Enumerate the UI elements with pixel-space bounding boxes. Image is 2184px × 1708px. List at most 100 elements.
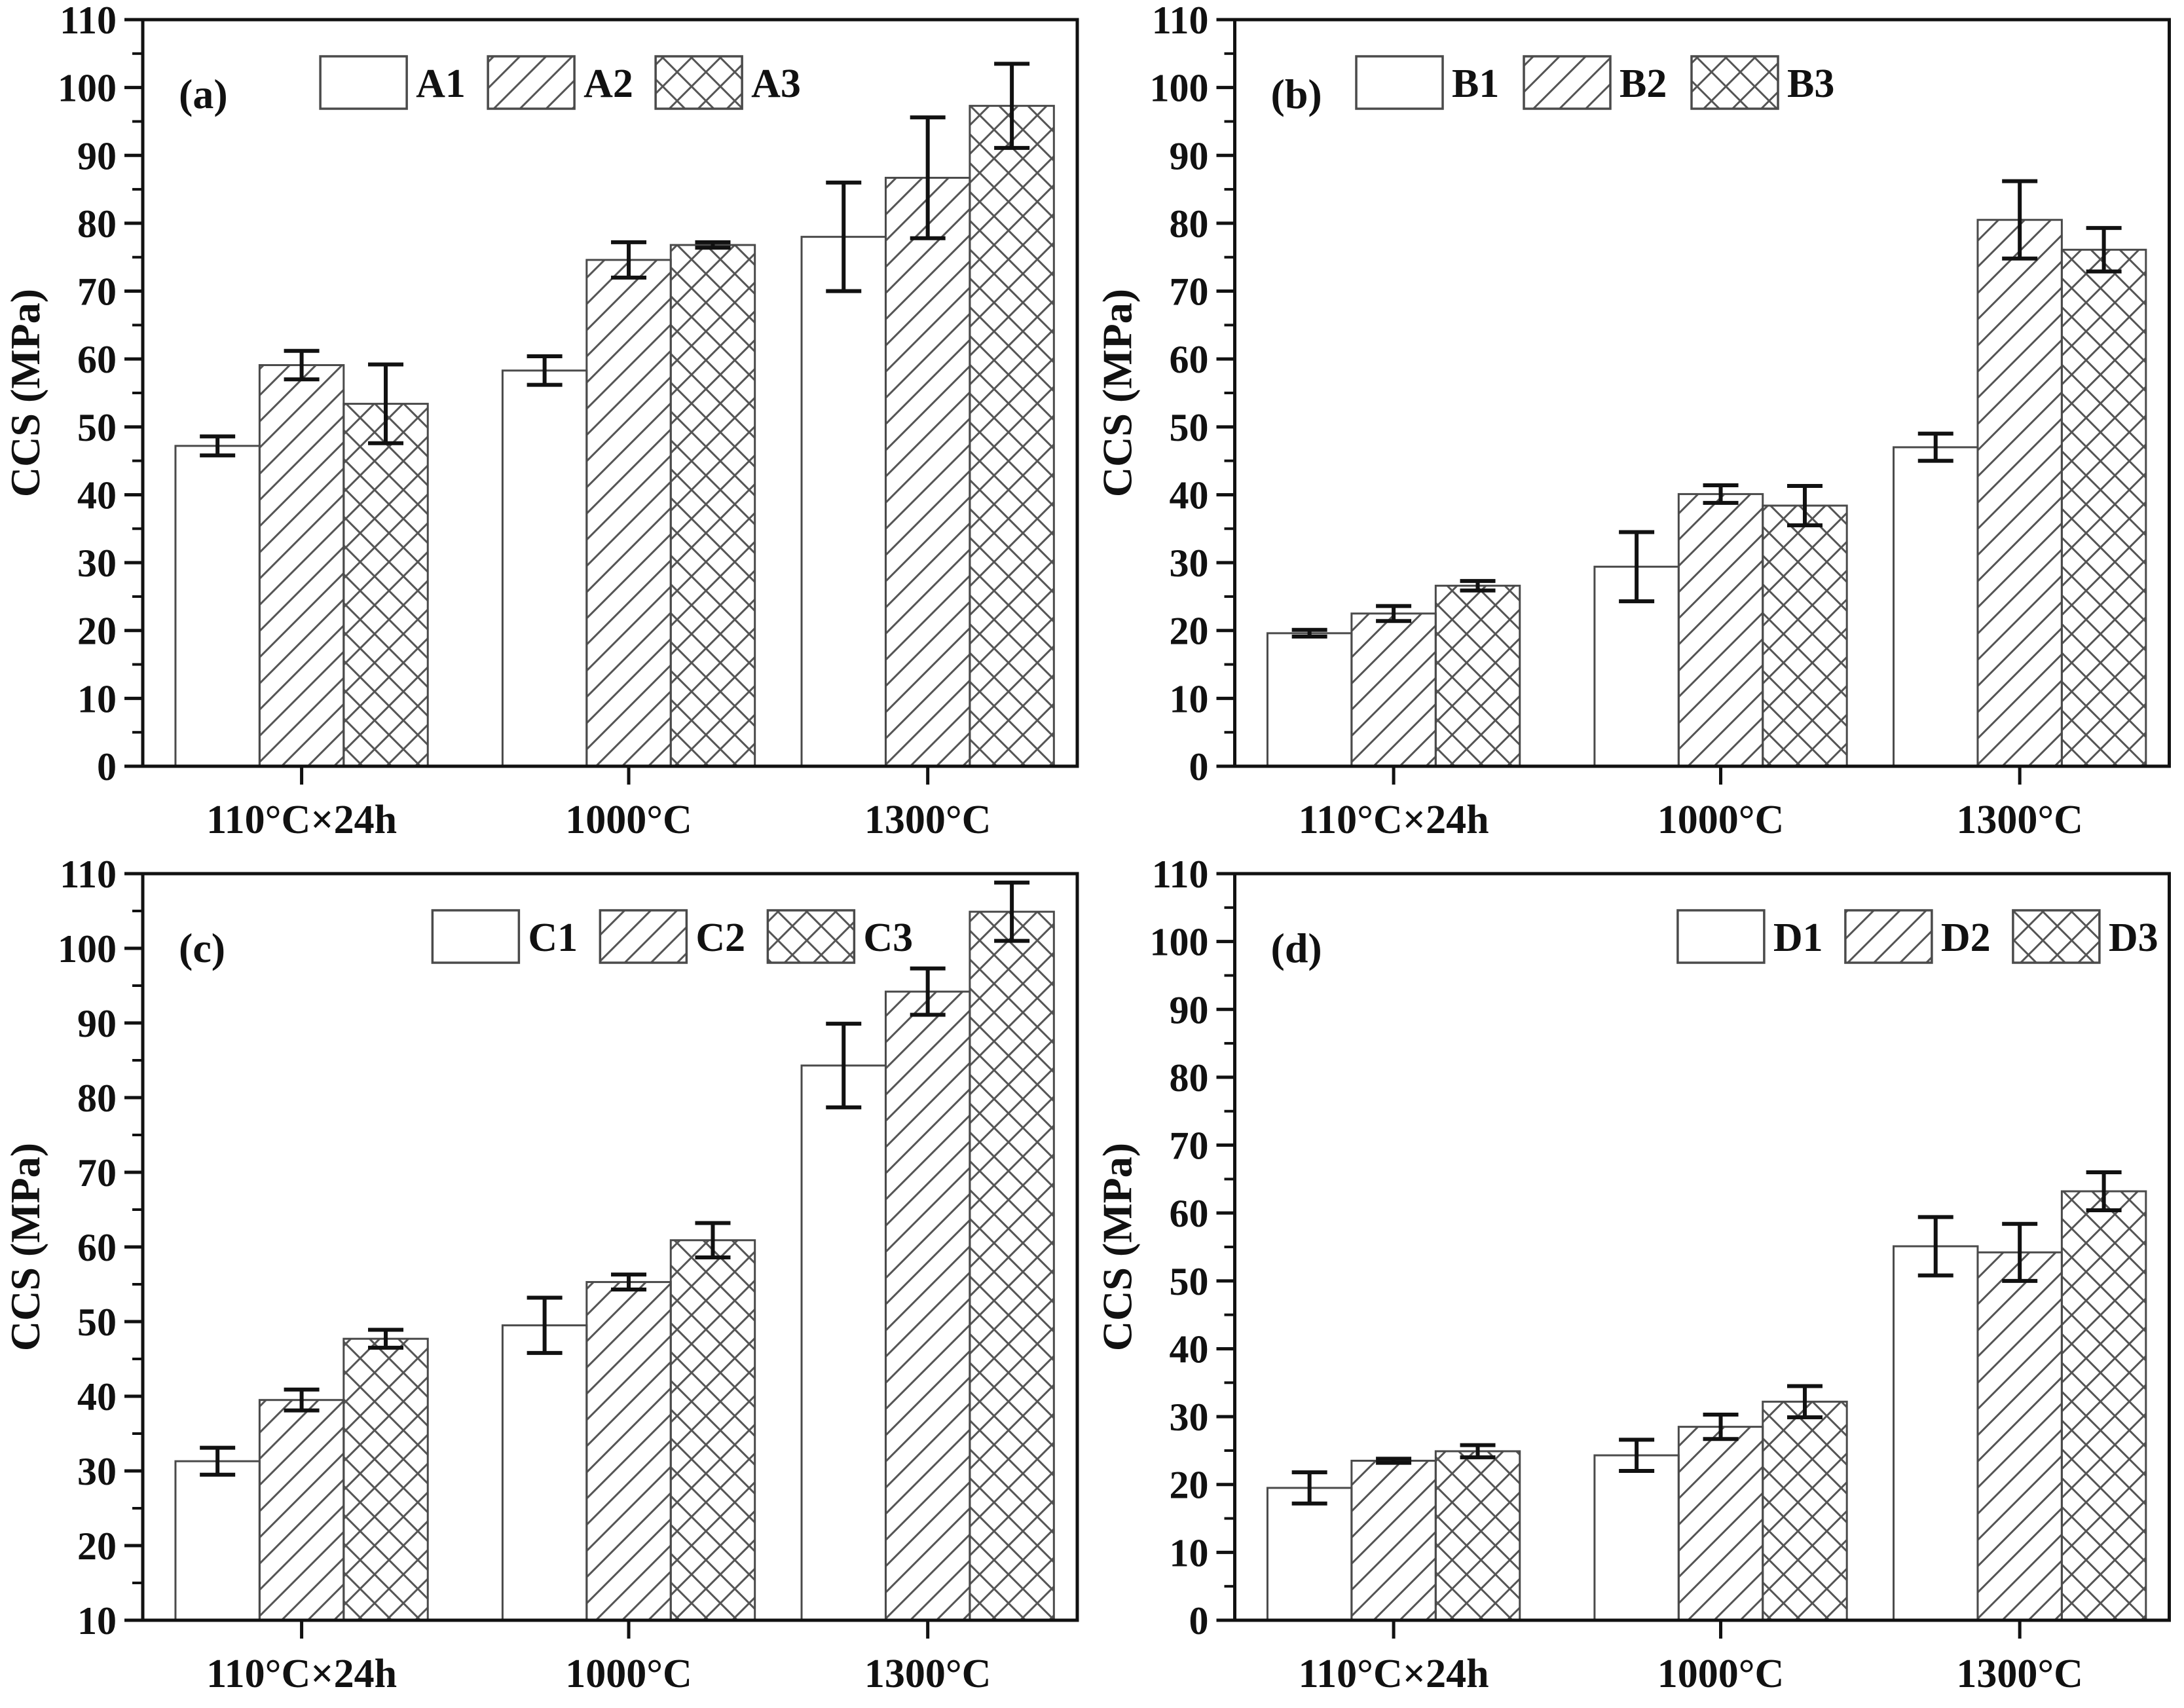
y-tick-label: 110 [60,854,117,896]
error-bar-C1-1 [527,1295,563,1355]
y-tick-label: 70 [77,270,117,314]
legend-entry-D2: D2 [1844,909,1991,964]
x-category-label: 110°C×24h [1299,1652,1489,1696]
bar-B1-1 [1593,565,1680,768]
bar-C3-0 [342,1337,429,1622]
error-bar-A2-1 [611,240,647,280]
error-bar-C3-0 [368,1327,404,1350]
x-category-label: 110°C×24h [206,1652,397,1696]
y-tick-label: 40 [1170,473,1209,517]
y-tick-label: 10 [1170,677,1209,720]
bar-C2-0 [258,1399,345,1622]
legend-entry-D3: D3 [2012,909,2158,964]
bar-D3-1 [1762,1400,1848,1622]
bar-A1-1 [501,369,588,768]
legend-entry-B3: B3 [1690,55,1834,110]
error-bar-B3-2 [2086,226,2122,274]
y-tick-label: 30 [1170,1396,1209,1439]
legend-label: D2 [1941,916,1991,960]
error-bar-A3-1 [695,240,731,250]
bar-C2-1 [585,1281,672,1622]
y-tick-label: 60 [1170,1192,1209,1235]
y-tick-label: 20 [1170,610,1209,653]
error-bar-C3-1 [695,1221,731,1259]
error-bar-D1-1 [1619,1438,1655,1473]
error-bar-D2-0 [1376,1457,1412,1465]
legend-label: A2 [583,62,633,106]
y-tick-label: 40 [77,473,117,517]
y-tick-label: 70 [1170,270,1209,314]
legend-swatch-none [319,55,408,110]
legend-label: B2 [1619,62,1667,106]
legend-label: B3 [1787,62,1834,106]
error-bar-C3-2 [994,880,1030,943]
panel-c-chart: 110°C×24h 1000°C 1300°C 10 20 30 40 50 60 70 80 90 1… [0,854,1092,1708]
bar-A3-1 [669,244,756,768]
bar-D2-0 [1350,1459,1437,1622]
error-bar-B3-0 [1460,579,1496,593]
y-tick-label: 60 [1170,338,1209,381]
y-tick-label: 20 [1170,1464,1209,1507]
y-tick-label: 100 [58,67,117,110]
y-tick-label: 20 [77,1525,117,1568]
error-bar-D3-1 [1786,1384,1823,1420]
bar-D2-1 [1677,1426,1764,1622]
error-bar-B1-1 [1619,530,1655,604]
error-bar-D1-0 [1291,1470,1327,1506]
bar-B2-2 [1976,219,2063,768]
bar-D2-2 [1976,1251,2063,1622]
bar-A2-2 [884,176,971,768]
y-tick-label: 80 [77,202,117,246]
panel-letter-label: (d) [1271,925,1322,971]
error-bar-D1-2 [1917,1215,1953,1278]
y-axis-label: CCS (MPa) [1094,289,1141,497]
legend-entry-C1: C1 [431,909,578,964]
y-axis-label: CCS (MPa) [2,289,48,497]
bar-C3-1 [669,1239,756,1622]
y-axis-label: CCS (MPa) [2,1143,48,1351]
y-tick-label: 40 [77,1375,117,1419]
y-tick-label: 40 [1170,1327,1209,1371]
error-bar-B1-2 [1917,432,1953,463]
legend-swatch-diagonal [599,909,688,964]
y-axis-label: CCS (MPa) [1094,1143,1141,1351]
error-bar-A2-2 [910,115,946,240]
error-bar-C2-0 [284,1387,320,1413]
legend-entry-A3: A3 [654,55,801,110]
legend-entry-B1: B1 [1355,55,1499,110]
bar-A1-0 [174,445,261,768]
panel-letter-label: (b) [1271,71,1322,117]
legend-swatch-crosshatch [1690,55,1779,110]
bar-A2-1 [585,259,672,768]
legend-label: C3 [863,916,913,960]
panel-b-chart: 110°C×24h 1000°C 1300°C 0 10 20 30 40 50 60 70 80 90… [1092,0,2184,854]
y-tick-label: 100 [58,927,117,971]
error-bar-B2-1 [1703,483,1739,505]
error-bar-D2-2 [2002,1221,2038,1283]
bar-B3-2 [2060,248,2147,768]
x-category-label: 110°C×24h [206,798,397,842]
bar-B2-1 [1677,492,1764,768]
figure-panel-b: 110°C×24h 1000°C 1300°C 0 10 20 30 40 50 60 70 80 90… [1092,0,2184,854]
legend-swatch-crosshatch [654,55,743,110]
y-tick-label: 20 [77,610,117,653]
bar-A2-0 [258,364,345,768]
error-bar-D2-1 [1703,1412,1739,1441]
y-tick-label: 80 [1170,1056,1209,1100]
y-tick-label: 10 [1170,1531,1209,1574]
x-category-label: 1300°C [1956,798,2083,842]
bar-A1-2 [800,236,887,768]
bar-B2-0 [1350,612,1437,768]
legend-label: C1 [528,916,578,960]
error-bar-A2-0 [284,348,320,382]
error-bar-C2-2 [910,966,946,1017]
legend-label: B1 [1452,62,1499,106]
panel-d-chart: 110°C×24h 1000°C 1300°C 0 10 20 30 40 50 60 70 80 90… [1092,854,2184,1708]
error-bar-C2-1 [611,1272,647,1291]
y-tick-label: 0 [97,745,117,789]
legend-swatch-none [1355,55,1444,110]
legend-label: A3 [751,62,801,106]
figure-panel-a: 110°C×24h 1000°C 1300°C 0 10 20 30 40 50 60 70 80 90… [0,0,1092,854]
legend-entry-A1: A1 [319,55,466,110]
error-bar-A1-2 [826,180,862,293]
